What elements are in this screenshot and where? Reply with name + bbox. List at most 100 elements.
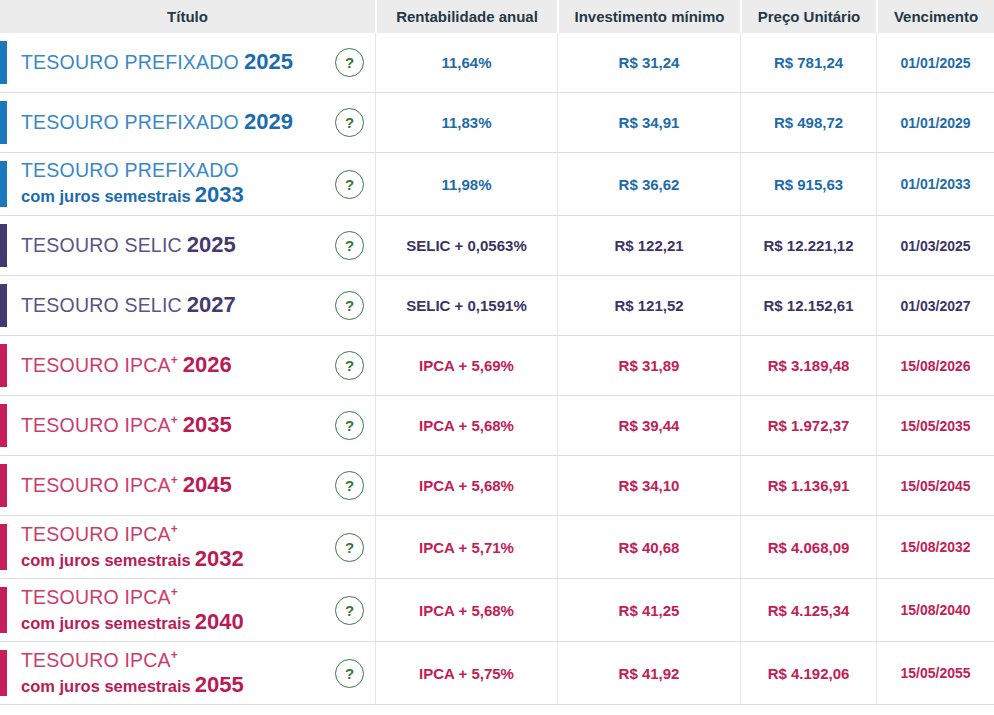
question-mark-glyph: ? (345, 297, 354, 314)
bond-title-line1: TESOURO SELIC2025 (21, 233, 335, 258)
question-mark-glyph: ? (345, 54, 354, 71)
bond-year: 2045 (183, 472, 232, 497)
col-header-vencimento: Vencimento (876, 0, 994, 33)
help-question-icon[interactable]: ? (335, 533, 364, 562)
table-body: TESOURO PREFIXADO2025 ? 11,64% R$ 31,24 … (0, 33, 994, 705)
help-question-icon[interactable]: ? (335, 231, 364, 260)
row-color-bar (0, 650, 7, 696)
help-question-icon[interactable]: ? (335, 596, 364, 625)
ipca-plus-sign: + (171, 585, 178, 599)
bond-name: TESOURO IPCA (21, 586, 171, 608)
min-investment-cell: R$ 34,10 (557, 456, 740, 515)
table-row[interactable]: TESOURO IPCA+ com juros semestrais2040 ?… (0, 579, 994, 642)
annual-rate-cell: IPCA + 5,75% (375, 642, 557, 704)
table-row[interactable]: TESOURO IPCA+ com juros semestrais2055 ?… (0, 642, 994, 705)
help-question-icon[interactable]: ? (335, 108, 364, 137)
unit-price-cell: R$ 1.136,91 (740, 456, 876, 515)
help-question-icon[interactable]: ? (335, 411, 364, 440)
col-header-preco-unitario: Preço Unitário (740, 0, 876, 33)
bond-title-cell: TESOURO IPCA+2045 ? (0, 456, 375, 515)
bond-subtitle: com juros semestrais (21, 677, 191, 695)
unit-price-cell: R$ 12.221,12 (740, 216, 876, 275)
unit-price-cell: R$ 4.068,09 (740, 516, 876, 578)
help-question-icon[interactable]: ? (335, 351, 364, 380)
question-mark-glyph: ? (345, 417, 354, 434)
bond-title-line1: TESOURO IPCA+2035 (21, 413, 335, 438)
maturity-date-cell: 01/03/2025 (876, 216, 994, 275)
table-row[interactable]: TESOURO IPCA+2045 ? IPCA + 5,68% R$ 34,1… (0, 456, 994, 516)
bond-title-line1: TESOURO SELIC2027 (21, 293, 335, 318)
bond-name: TESOURO SELIC (21, 294, 182, 316)
help-question-icon[interactable]: ? (335, 291, 364, 320)
bond-title-line1: TESOURO IPCA+ (21, 523, 335, 546)
bond-title-line1: TESOURO PREFIXADO2029 (21, 110, 335, 135)
bond-name: TESOURO IPCA (21, 474, 171, 496)
table-row[interactable]: TESOURO IPCA+2035 ? IPCA + 5,68% R$ 39,4… (0, 396, 994, 456)
row-color-bar (0, 524, 7, 570)
maturity-date-cell: 01/01/2025 (876, 33, 994, 92)
bond-title: TESOURO PREFIXADO2029 (21, 110, 335, 135)
table-row[interactable]: TESOURO PREFIXADO2025 ? 11,64% R$ 31,24 … (0, 33, 994, 93)
bond-title-line1: TESOURO PREFIXADO2025 (21, 50, 335, 75)
table-row[interactable]: TESOURO IPCA+ com juros semestrais2032 ?… (0, 516, 994, 579)
bond-title: TESOURO IPCA+2045 (21, 473, 335, 498)
min-investment-cell: R$ 34,91 (557, 93, 740, 152)
annual-rate-cell: SELIC + 0,1591% (375, 276, 557, 335)
question-mark-glyph: ? (345, 176, 354, 193)
bond-title-cell: TESOURO SELIC2025 ? (0, 216, 375, 275)
bond-title-line1: TESOURO IPCA+ (21, 649, 335, 672)
table-row[interactable]: TESOURO PREFIXADO com juros semestrais20… (0, 153, 994, 216)
annual-rate-cell: 11,64% (375, 33, 557, 92)
table-row[interactable]: TESOURO PREFIXADO2029 ? 11,83% R$ 34,91 … (0, 93, 994, 153)
row-color-bar (0, 101, 7, 144)
annual-rate-cell: 11,98% (375, 153, 557, 215)
bond-name: TESOURO SELIC (21, 234, 182, 256)
maturity-date-cell: 15/05/2045 (876, 456, 994, 515)
question-mark-glyph: ? (345, 237, 354, 254)
annual-rate-cell: IPCA + 5,71% (375, 516, 557, 578)
row-color-bar (0, 464, 7, 507)
help-question-icon[interactable]: ? (335, 48, 364, 77)
bond-title-line2: com juros semestrais2055 (21, 673, 335, 698)
question-mark-glyph: ? (345, 539, 354, 556)
row-color-bar (0, 284, 7, 327)
bond-title-line1: TESOURO IPCA+2045 (21, 473, 335, 498)
table-row[interactable]: TESOURO IPCA+2026 ? IPCA + 5,69% R$ 31,8… (0, 336, 994, 396)
table-row[interactable]: TESOURO SELIC2027 ? SELIC + 0,1591% R$ 1… (0, 276, 994, 336)
maturity-date-cell: 15/08/2026 (876, 336, 994, 395)
col-header-investimento-minimo: Investimento mínimo (557, 0, 740, 33)
row-color-bar (0, 224, 7, 267)
col-header-titulo: Título (0, 0, 375, 33)
help-question-icon[interactable]: ? (335, 471, 364, 500)
bond-subtitle: com juros semestrais (21, 187, 191, 205)
bond-title-cell: TESOURO IPCA+ com juros semestrais2055 ? (0, 642, 375, 704)
bond-year: 2029 (244, 109, 293, 134)
bond-title-line1: TESOURO IPCA+ (21, 586, 335, 609)
question-mark-glyph: ? (345, 114, 354, 131)
maturity-date-cell: 15/08/2032 (876, 516, 994, 578)
unit-price-cell: R$ 1.972,37 (740, 396, 876, 455)
help-question-icon[interactable]: ? (335, 170, 364, 199)
bond-title-line2: com juros semestrais2040 (21, 610, 335, 635)
bond-title-line2: com juros semestrais2033 (21, 183, 335, 208)
unit-price-cell: R$ 12.152,61 (740, 276, 876, 335)
annual-rate-cell: IPCA + 5,68% (375, 456, 557, 515)
bond-title-cell: TESOURO PREFIXADO com juros semestrais20… (0, 153, 375, 215)
question-mark-glyph: ? (345, 602, 354, 619)
bond-title-cell: TESOURO IPCA+ com juros semestrais2032 ? (0, 516, 375, 578)
min-investment-cell: R$ 39,44 (557, 396, 740, 455)
help-question-icon[interactable]: ? (335, 659, 364, 688)
maturity-date-cell: 15/08/2040 (876, 579, 994, 641)
unit-price-cell: R$ 3.189,48 (740, 336, 876, 395)
bond-year: 2033 (195, 182, 244, 207)
maturity-date-cell: 01/01/2033 (876, 153, 994, 215)
min-investment-cell: R$ 121,52 (557, 276, 740, 335)
min-investment-cell: R$ 122,21 (557, 216, 740, 275)
ipca-plus-sign: + (171, 413, 178, 427)
bond-title-cell: TESOURO IPCA+ com juros semestrais2040 ? (0, 579, 375, 641)
unit-price-cell: R$ 4.125,34 (740, 579, 876, 641)
row-color-bar (0, 41, 7, 84)
table-row[interactable]: TESOURO SELIC2025 ? SELIC + 0,0563% R$ 1… (0, 216, 994, 276)
bond-title: TESOURO PREFIXADO com juros semestrais20… (21, 160, 335, 207)
unit-price-cell: R$ 915,63 (740, 153, 876, 215)
